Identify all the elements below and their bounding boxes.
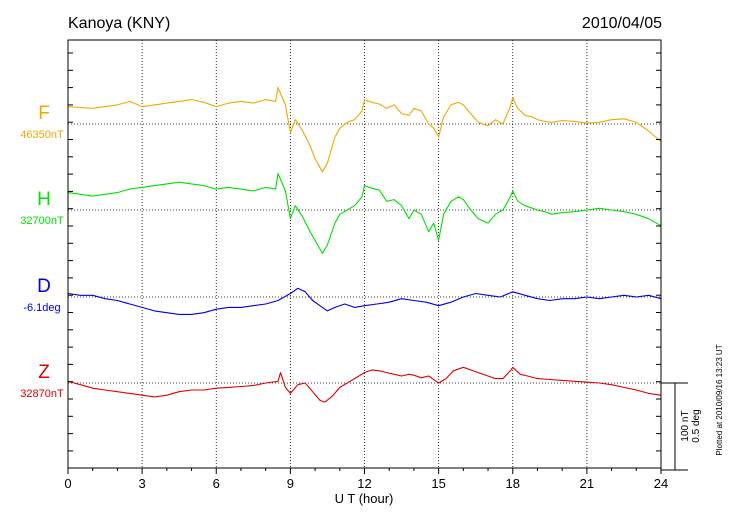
x-axis-label: U T (hour)	[335, 491, 394, 506]
x-tick-label: 18	[506, 476, 520, 491]
x-tick-label: 0	[64, 476, 71, 491]
plotted-note: Plotted at 2010/09/16 13:23 UT	[715, 344, 724, 455]
series-baseline-f: 46350nT	[20, 129, 64, 141]
series-baseline-z: 32870nT	[20, 388, 64, 400]
series-name-f: F	[38, 103, 50, 124]
scale-bar-label-nt: 100 nT	[680, 410, 691, 441]
series-layer	[67, 86, 662, 403]
chart-title: Kanoya (KNY)	[68, 15, 170, 32]
y-axis-ticks	[68, 52, 661, 452]
series-line-f	[67, 86, 662, 173]
x-tick-label: 24	[654, 476, 668, 491]
x-tick-label: 6	[213, 476, 220, 491]
x-tick-label: 15	[431, 476, 445, 491]
scale-bar-label-deg: 0.5 deg	[691, 409, 702, 442]
series-baseline-h: 32700nT	[20, 215, 64, 227]
series-line-d	[67, 287, 662, 315]
x-axis: 0 3 6 9 12 15 18 21 24	[64, 468, 668, 491]
series-line-h	[67, 172, 662, 255]
series-labels: F 46350nT H 32700nT D -6.1deg Z 32870nT	[20, 103, 64, 400]
series-baseline-d: -6.1deg	[23, 302, 60, 314]
x-tick-label: 21	[580, 476, 594, 491]
series-name-h: H	[37, 189, 51, 210]
chart-date: 2010/04/05	[582, 15, 662, 32]
series-name-z: Z	[38, 362, 50, 383]
x-tick-label: 9	[287, 476, 294, 491]
series-line-z	[67, 366, 662, 403]
x-tick-label: 12	[357, 476, 371, 491]
x-tick-label: 3	[139, 476, 146, 491]
scale-bar: 100 nT 0.5 deg	[661, 382, 702, 471]
series-name-d: D	[37, 276, 51, 297]
